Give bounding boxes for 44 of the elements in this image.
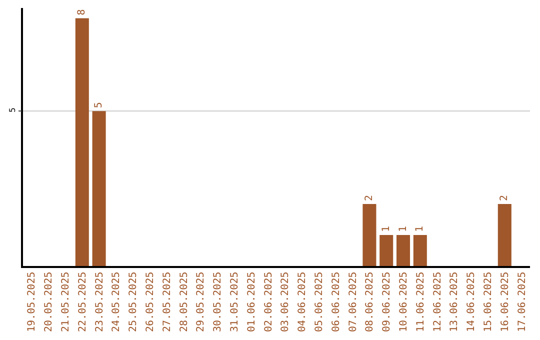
data-label: 8 [76,9,88,16]
x-tick-label: 30.05.2025 [212,272,224,332]
x-tick-label: 02.06.2025 [263,272,274,332]
bar [75,18,89,266]
x-tick-label: 07.06.2025 [348,272,359,332]
bar [413,235,427,266]
x-tick-label: 31.05.2025 [230,272,240,332]
bar [380,235,394,266]
x-tick-label: 21.05.2025 [60,272,72,332]
x-tick-label: 24.05.2025 [111,272,122,332]
x-tick-label: 10.06.2025 [398,272,410,332]
x-tick-label: 17.06.2025 [516,272,528,332]
x-tick-label: 20.05.2025 [44,272,55,332]
bar [396,235,410,266]
x-tick-label: 08.06.2025 [364,272,376,332]
x-tick-label: 04.06.2025 [297,272,308,332]
x-tick-label: 13.06.2025 [449,272,460,332]
x-tick-label: 26.05.2025 [145,272,156,332]
bar [362,204,376,266]
bar [498,204,512,266]
data-label: 1 [414,226,426,232]
x-tick-label: 05.06.2025 [314,272,325,332]
x-tick-label: 19.05.2025 [26,272,38,332]
data-label: 2 [499,195,510,202]
x-tick-label: 09.06.2025 [382,272,393,332]
data-label: 1 [398,226,409,232]
x-tick-label: 11.06.2025 [415,272,426,332]
x-tick-label: 14.06.2025 [466,272,478,332]
x-tick-label: 03.06.2025 [280,272,292,332]
x-tick-label: 16.06.2025 [500,272,511,332]
x-tick-label: 22.05.2025 [77,272,88,332]
x-tick-label: 28.05.2025 [178,272,190,332]
x-tick-label: 15.06.2025 [483,272,494,332]
x-tick-label: 01.06.2025 [246,272,258,332]
x-tick-label: 23.05.2025 [94,272,106,332]
data-label: 2 [364,195,375,202]
x-tick-label: 27.05.2025 [162,272,173,332]
x-tick-label: 29.05.2025 [196,272,207,332]
x-tick-label: 12.06.2025 [432,272,444,332]
x-tick-label: 06.06.2025 [330,272,342,332]
bar [92,111,106,266]
data-label: 1 [380,226,392,232]
data-label: 5 [94,102,105,108]
x-tick-label: 25.05.2025 [128,272,140,332]
